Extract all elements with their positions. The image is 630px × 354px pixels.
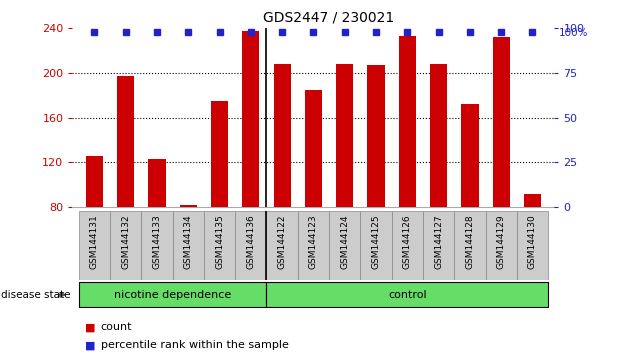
- Text: 100%: 100%: [559, 28, 588, 38]
- Bar: [360, 211, 392, 280]
- Bar: [298, 211, 329, 280]
- Bar: [211, 101, 228, 207]
- Text: disease state: disease state: [1, 290, 70, 300]
- Bar: [305, 90, 322, 207]
- Bar: [117, 76, 134, 207]
- Text: GSM144127: GSM144127: [434, 214, 443, 269]
- Text: GSM144135: GSM144135: [215, 214, 224, 269]
- Bar: [79, 282, 266, 307]
- Bar: [204, 211, 235, 280]
- Bar: [336, 64, 353, 207]
- Bar: [110, 211, 141, 280]
- Text: GSM144125: GSM144125: [372, 214, 381, 269]
- Text: GSM144129: GSM144129: [496, 214, 506, 269]
- Bar: [399, 36, 416, 207]
- Text: GSM144133: GSM144133: [152, 214, 161, 269]
- Text: GSM144132: GSM144132: [121, 214, 130, 269]
- Bar: [392, 211, 423, 280]
- Bar: [242, 30, 260, 207]
- Text: ■: ■: [85, 340, 96, 350]
- Text: nicotine dependence: nicotine dependence: [114, 290, 231, 300]
- Bar: [180, 205, 197, 207]
- Bar: [524, 194, 541, 207]
- Bar: [86, 156, 103, 207]
- Bar: [273, 64, 290, 207]
- Bar: [173, 211, 204, 280]
- Bar: [517, 211, 548, 280]
- Text: GSM144134: GSM144134: [184, 214, 193, 269]
- Bar: [141, 211, 173, 280]
- Bar: [266, 211, 298, 280]
- Text: GSM144130: GSM144130: [528, 214, 537, 269]
- Text: GSM144136: GSM144136: [246, 214, 255, 269]
- Text: GSM144124: GSM144124: [340, 214, 349, 269]
- Bar: [266, 282, 548, 307]
- Text: GDS2447 / 230021: GDS2447 / 230021: [263, 11, 394, 25]
- Bar: [486, 211, 517, 280]
- Text: ■: ■: [85, 322, 96, 332]
- Text: control: control: [388, 290, 427, 300]
- Text: percentile rank within the sample: percentile rank within the sample: [101, 340, 289, 350]
- Bar: [148, 159, 166, 207]
- Bar: [493, 37, 510, 207]
- Text: GSM144131: GSM144131: [90, 214, 99, 269]
- Bar: [79, 211, 110, 280]
- Bar: [454, 211, 486, 280]
- Bar: [430, 64, 447, 207]
- Bar: [461, 104, 479, 207]
- Bar: [367, 65, 385, 207]
- Bar: [235, 211, 266, 280]
- Text: GSM144123: GSM144123: [309, 214, 318, 269]
- Text: count: count: [101, 322, 132, 332]
- Bar: [423, 211, 454, 280]
- Text: GSM144128: GSM144128: [466, 214, 474, 269]
- Text: GSM144126: GSM144126: [403, 214, 412, 269]
- Bar: [329, 211, 360, 280]
- Text: GSM144122: GSM144122: [278, 214, 287, 269]
